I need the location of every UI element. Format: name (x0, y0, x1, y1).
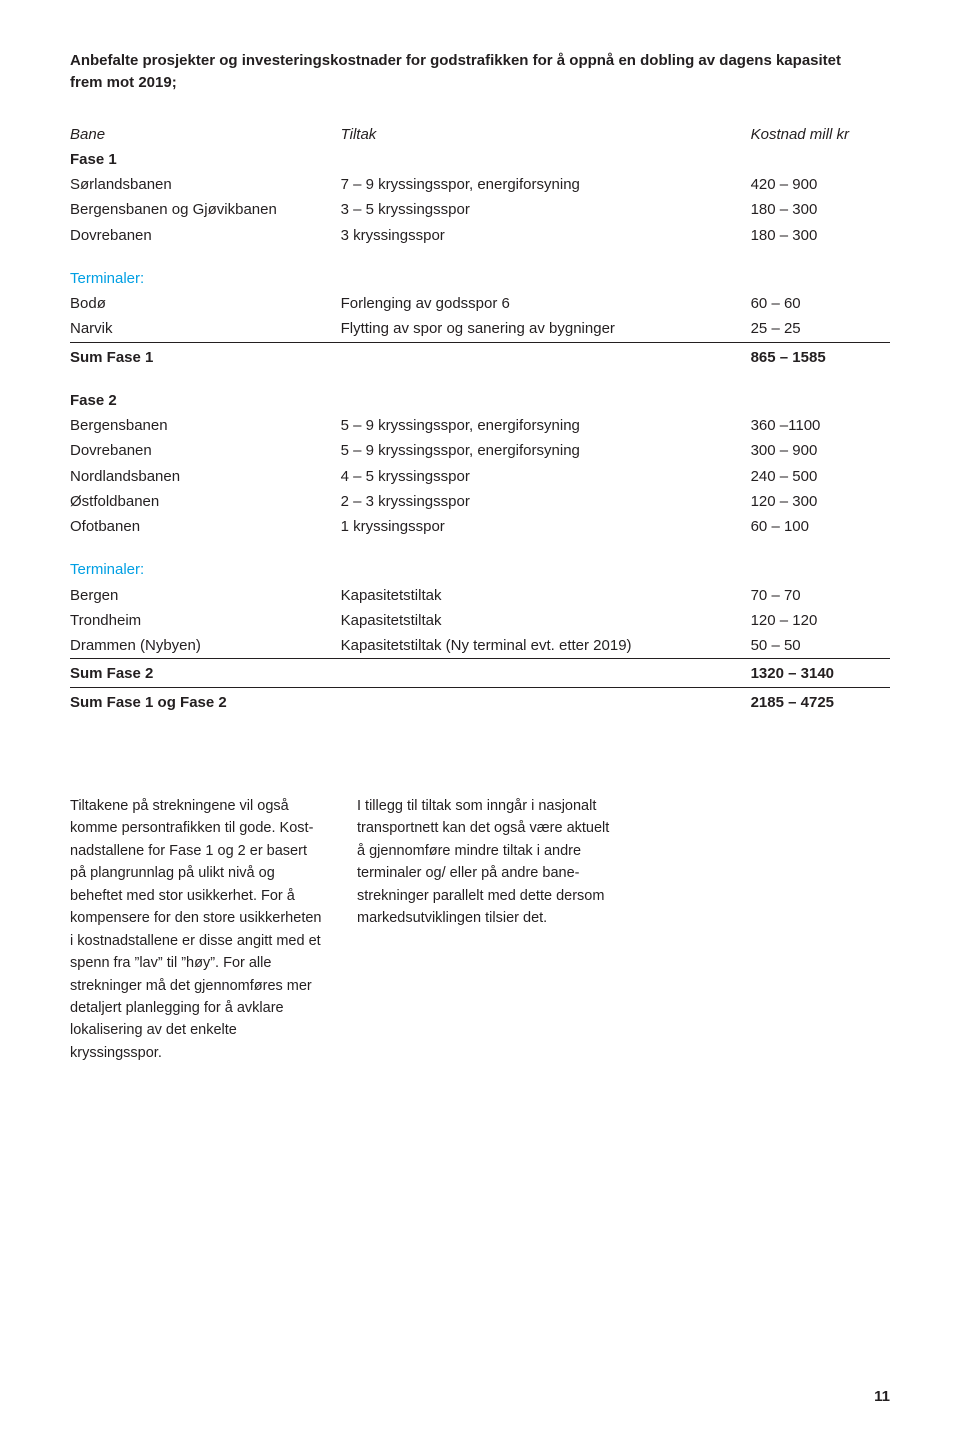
phase-label: Fase 2 (70, 388, 890, 413)
table-row: TrondheimKapasitetstiltak120 – 120 (70, 608, 890, 633)
sum-label: Sum Fase 2 (70, 659, 341, 687)
table-row: Sørlandsbanen7 – 9 kryssingsspor, energi… (70, 172, 890, 197)
cell-kostnad: 300 – 900 (751, 438, 890, 463)
table-row: BodøForlenging av godsspor 660 – 60 (70, 291, 890, 316)
cell-kostnad: 120 – 300 (751, 489, 890, 514)
cell-bane: Dovrebanen (70, 223, 341, 248)
cell-bane: Drammen (Nybyen) (70, 633, 341, 659)
cell-tiltak: Kapasitetstiltak (Ny terminal evt. etter… (341, 633, 751, 659)
cell-bane: Bergen (70, 583, 341, 608)
header-tiltak: Tiltak (341, 122, 751, 147)
cell-kostnad: 60 – 60 (751, 291, 890, 316)
cell-tiltak: 4 – 5 kryssingsspor (341, 464, 751, 489)
cell-bane: Ofotbanen (70, 514, 341, 539)
table-header: BaneTiltakKostnad mill kr (70, 122, 890, 147)
table-row: Nordlandsbanen4 – 5 kryssingsspor240 – 5… (70, 464, 890, 489)
cell-tiltak: Kapasitetstiltak (341, 583, 751, 608)
sum-row: Sum Fase 2 1320 – 3140 (70, 659, 890, 687)
cell-kostnad: 180 – 300 (751, 223, 890, 248)
table-row: Bergensbanen og Gjøvikbanen3 – 5 kryssin… (70, 197, 890, 222)
spacer-row (70, 539, 890, 557)
cell-tiltak: 2 – 3 kryssingsspor (341, 489, 751, 514)
spacer-cell (70, 539, 890, 557)
table-row: Bergensbanen5 – 9 kryssingsspor, energif… (70, 413, 890, 438)
table-row: Drammen (Nybyen)Kapasitetstiltak (Ny ter… (70, 633, 890, 659)
page-title: Anbefalte prosjekter og investeringskost… (70, 50, 890, 94)
sum-value: 2185 – 4725 (751, 687, 890, 715)
cell-tiltak: Forlenging av godsspor 6 (341, 291, 751, 316)
cell-bane: Bergensbanen og Gjøvikbanen (70, 197, 341, 222)
cell-tiltak: 5 – 9 kryssingsspor, energiforsyning (341, 413, 751, 438)
sum-row: Sum Fase 1 865 – 1585 (70, 342, 890, 370)
sum-label: Sum Fase 1 og Fase 2 (70, 687, 341, 715)
header-bane: Bane (70, 122, 341, 147)
cell-bane: Trondheim (70, 608, 341, 633)
table-row: Dovrebanen5 – 9 kryssingsspor, energifor… (70, 438, 890, 463)
cell-tiltak: 1 kryssingsspor (341, 514, 751, 539)
phase-row: Fase 2 (70, 388, 890, 413)
cell-bane: Bodø (70, 291, 341, 316)
section-row: Terminaler: (70, 557, 890, 582)
body-col-1: Tiltakene på strekningene vil også komme… (70, 795, 325, 1065)
cost-table: BaneTiltakKostnad mill krFase 1Sørlandsb… (70, 122, 890, 715)
phase-row: Fase 1 (70, 147, 890, 172)
body-columns: Tiltakene på strekningene vil også komme… (70, 795, 890, 1065)
cell-tiltak: 7 – 9 kryssingsspor, energiforsyning (341, 172, 751, 197)
section-row: Terminaler: (70, 266, 890, 291)
title-line-1: Anbefalte prosjekter og investeringskost… (70, 52, 841, 69)
header-kostnad: Kostnad mill kr (751, 122, 890, 147)
cell-bane: Østfoldbanen (70, 489, 341, 514)
cell-kostnad: 50 – 50 (751, 633, 890, 659)
spacer-cell (70, 248, 890, 266)
cell-kostnad: 25 – 25 (751, 316, 890, 342)
spacer-cell (70, 370, 890, 388)
table-row: Ofotbanen1 kryssingsspor60 – 100 (70, 514, 890, 539)
table-row: Østfoldbanen2 – 3 kryssingsspor120 – 300 (70, 489, 890, 514)
title-line-2: frem mot 2019; (70, 74, 177, 91)
cell-tiltak: 3 kryssingsspor (341, 223, 751, 248)
table-row: NarvikFlytting av spor og sanering av by… (70, 316, 890, 342)
sum-row: Sum Fase 1 og Fase 2 2185 – 4725 (70, 687, 890, 715)
cell-bane: Sørlandsbanen (70, 172, 341, 197)
cell-kostnad: 60 – 100 (751, 514, 890, 539)
section-label: Terminaler: (70, 557, 890, 582)
cell-kostnad: 420 – 900 (751, 172, 890, 197)
table-row: Dovrebanen3 kryssingsspor180 – 300 (70, 223, 890, 248)
section-label: Terminaler: (70, 266, 890, 291)
sum-label: Sum Fase 1 (70, 342, 341, 370)
body-col-2: I tillegg til tiltak som inngår i nasjon… (357, 795, 612, 1065)
sum-mid (341, 342, 751, 370)
cell-bane: Dovrebanen (70, 438, 341, 463)
cell-bane: Narvik (70, 316, 341, 342)
cell-tiltak: Flytting av spor og sanering av bygninge… (341, 316, 751, 342)
table-row: BergenKapasitetstiltak70 – 70 (70, 583, 890, 608)
spacer-row (70, 248, 890, 266)
page-number: 11 (874, 1385, 890, 1408)
cell-kostnad: 120 – 120 (751, 608, 890, 633)
cell-kostnad: 180 – 300 (751, 197, 890, 222)
cell-tiltak: 3 – 5 kryssingsspor (341, 197, 751, 222)
cell-tiltak: Kapasitetstiltak (341, 608, 751, 633)
sum-mid (341, 659, 751, 687)
sum-value: 1320 – 3140 (751, 659, 890, 687)
spacer-row (70, 370, 890, 388)
cell-kostnad: 70 – 70 (751, 583, 890, 608)
sum-value: 865 – 1585 (751, 342, 890, 370)
cell-bane: Nordlandsbanen (70, 464, 341, 489)
cell-tiltak: 5 – 9 kryssingsspor, energiforsyning (341, 438, 751, 463)
cell-kostnad: 240 – 500 (751, 464, 890, 489)
phase-label: Fase 1 (70, 147, 890, 172)
cell-kostnad: 360 –1100 (751, 413, 890, 438)
cell-bane: Bergensbanen (70, 413, 341, 438)
sum-mid (341, 687, 751, 715)
